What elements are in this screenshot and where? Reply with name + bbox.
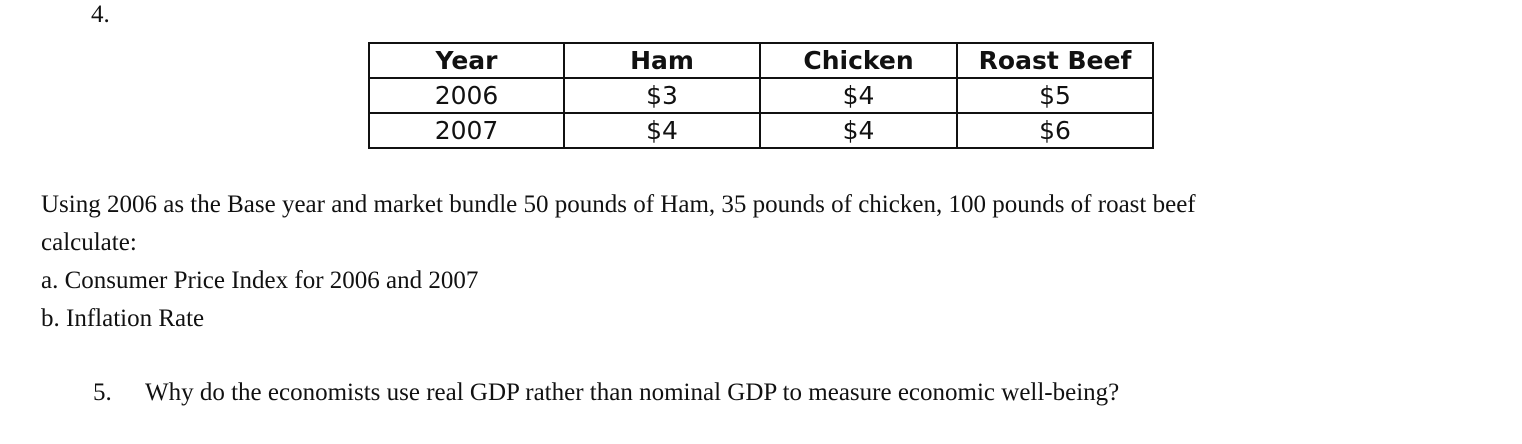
table-row: 2006 $3 $4 $5 bbox=[368, 77, 1154, 114]
table-row: 2007 $4 $4 $6 bbox=[368, 112, 1154, 149]
header-year: Year bbox=[368, 42, 565, 79]
cell-year: 2007 bbox=[368, 112, 565, 149]
question-4-intro-line-2: calculate: bbox=[41, 229, 137, 256]
question-4-part-b: b. Inflation Rate bbox=[41, 305, 205, 332]
question-4-number: 4. bbox=[91, 1, 110, 28]
header-chicken: Chicken bbox=[759, 42, 958, 79]
header-ham: Ham bbox=[563, 42, 761, 79]
cell-roast-beef-price: $6 bbox=[956, 112, 1154, 149]
price-table: Year Ham Chicken Roast Beef 2006 $3 $4 $… bbox=[368, 42, 1154, 149]
question-5: 5. Why do the economists use real GDP rat… bbox=[93, 374, 1119, 412]
header-roast-beef: Roast Beef bbox=[956, 42, 1154, 79]
question-4-part-a: a. Consumer Price Index for 2006 and 200… bbox=[41, 267, 479, 294]
cell-ham-price: $3 bbox=[563, 77, 761, 114]
cell-ham-price: $4 bbox=[563, 112, 761, 149]
cell-chicken-price: $4 bbox=[759, 112, 958, 149]
question-4-intro-line-1: Using 2006 as the Base year and market b… bbox=[41, 191, 1196, 218]
cell-chicken-price: $4 bbox=[759, 77, 958, 114]
question-5-number: 5. bbox=[93, 379, 112, 406]
table-header-row: Year Ham Chicken Roast Beef bbox=[368, 42, 1154, 79]
cell-roast-beef-price: $5 bbox=[956, 77, 1154, 114]
cell-year: 2006 bbox=[368, 77, 565, 114]
question-5-text: Why do the economists use real GDP rathe… bbox=[145, 379, 1120, 406]
